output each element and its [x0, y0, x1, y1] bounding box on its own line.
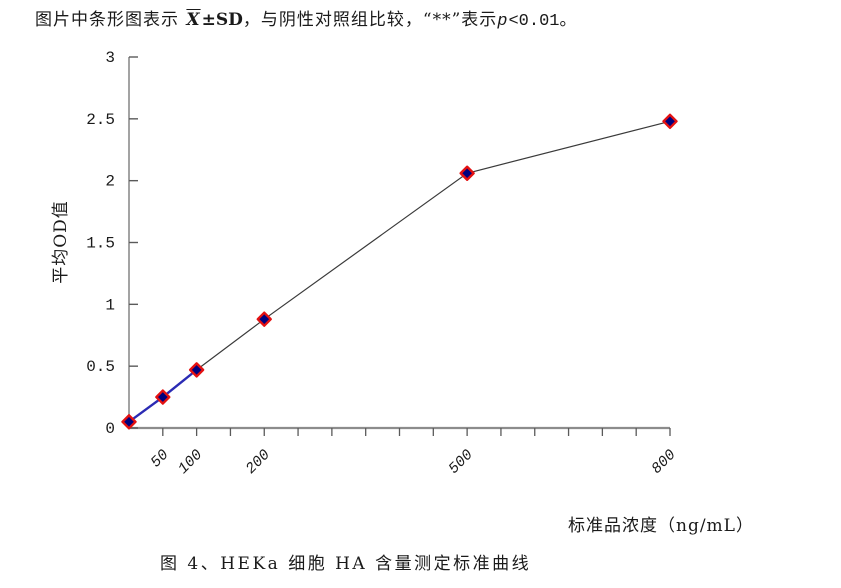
- x-axis-title: 标准品浓度（ng/mL）: [568, 516, 754, 536]
- y-tick-label: 0: [105, 420, 115, 438]
- figure-caption: 图 4、HEKa 细胞 HA 含量测定标准曲线: [160, 554, 532, 574]
- data-point-marker: [121, 414, 137, 430]
- data-point-marker: [662, 113, 678, 130]
- x-tick-label: 50: [148, 447, 173, 472]
- y-tick-label: 2.5: [86, 111, 115, 129]
- data-point-marker: [459, 165, 475, 181]
- note-text-1: 图片中条形图表示: [35, 10, 186, 30]
- y-tick-label: 1: [105, 296, 115, 314]
- y-tick-label: 1.5: [86, 235, 115, 253]
- y-tick-label: 0.5: [86, 358, 115, 376]
- plus-minus-sd: ±SD: [201, 10, 243, 30]
- data-point-marker: [256, 311, 272, 327]
- series-line-segment: [196, 120, 671, 371]
- y-tick-label: 3: [105, 49, 115, 67]
- statistics-note: 图片中条形图表示 X±SD，与阴性对照组比较，“**”表示p<0.01。: [35, 8, 576, 34]
- x-tick-label: 100: [175, 447, 206, 478]
- x-tick-label: 200: [243, 447, 274, 478]
- data-point-marker: [188, 362, 205, 378]
- p-value: <0.01。: [508, 12, 577, 31]
- data-point-marker: [155, 389, 171, 405]
- y-axis-title: 平均OD值: [51, 200, 71, 284]
- note-text-2: ，与阴性对照组比较，“**”表示: [242, 10, 498, 30]
- x-tick-label: 500: [446, 447, 477, 478]
- x-tick-label: 800: [648, 447, 679, 478]
- xbar-symbol: X: [186, 10, 201, 30]
- y-tick-label: 2: [105, 173, 115, 191]
- p-symbol: p: [497, 12, 509, 31]
